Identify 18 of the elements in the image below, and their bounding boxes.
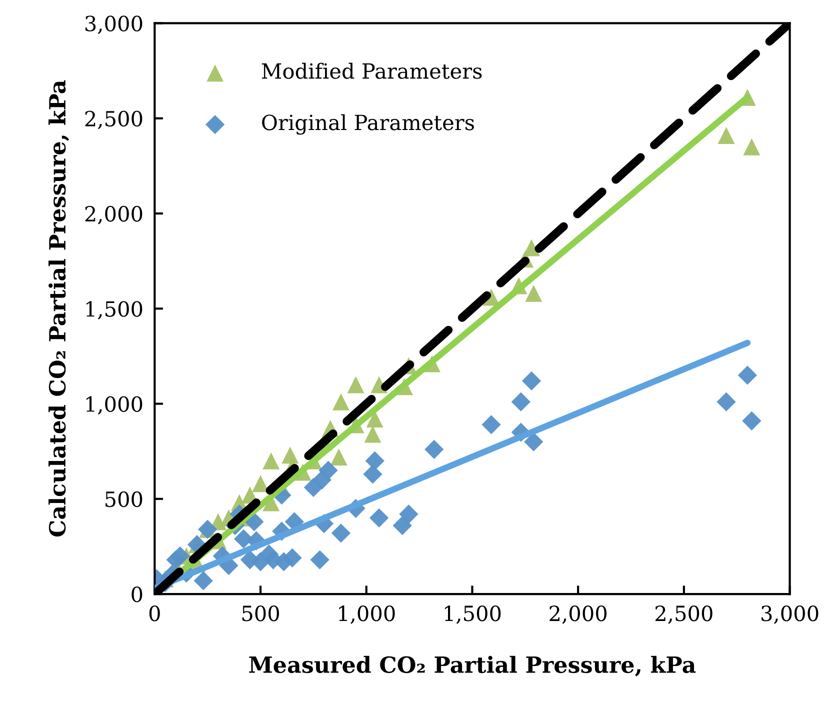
x-tick-label: 500	[242, 606, 280, 622]
y-tick-label: 1,500	[86, 301, 142, 320]
x-tick-label: 2,500	[656, 606, 712, 624]
y-tick-label: 2,500	[85, 110, 142, 130]
legend-label: Original Parameters	[262, 114, 474, 135]
x-axis-title: Measured CO₂ Partial Pressure, kPa	[249, 656, 696, 676]
y-tick-label: 1,000	[86, 396, 142, 415]
y-tick-label: 3,000	[85, 16, 142, 34]
x-tick-label: 1,500	[444, 606, 501, 624]
x-tick-label: 1,000	[339, 606, 395, 624]
x-tick-label: 2,000	[550, 606, 607, 624]
y-axis-title: Calculated CO₂ Partial Pressure, kPa	[48, 80, 70, 537]
x-tick-label: 0	[149, 606, 160, 622]
y-tick-label: 500	[106, 491, 142, 508]
x-tick-label: 3,000	[762, 606, 818, 624]
y-tick-label: 2,000	[85, 206, 142, 224]
legend-label: Modified Parameters	[262, 62, 482, 79]
y-tick-label: 0	[132, 586, 142, 602]
